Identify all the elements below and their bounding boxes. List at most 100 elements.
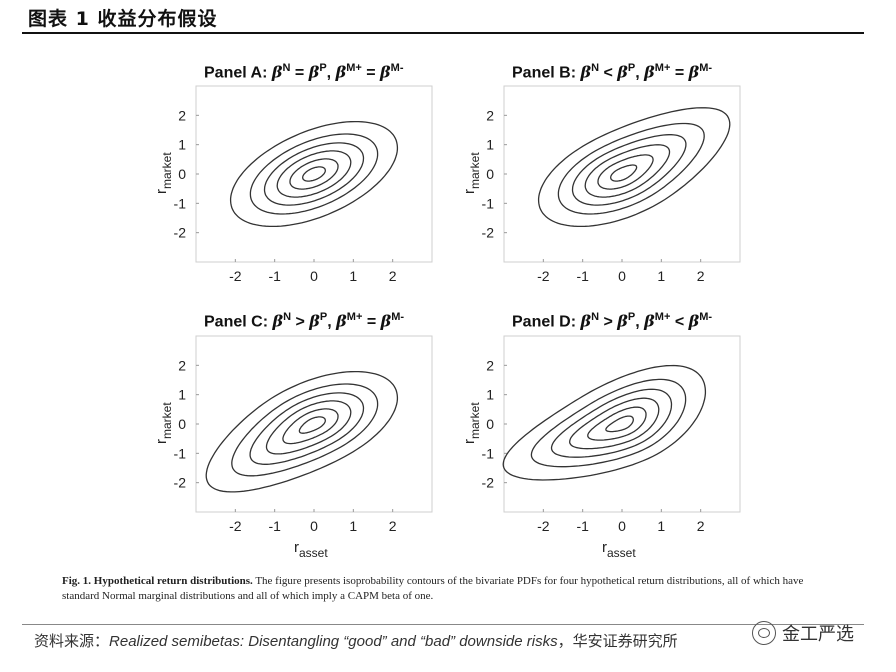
panel-d-contour-6	[502, 364, 707, 481]
panel-b-contour-3	[584, 144, 671, 198]
panel-c-contour-2	[282, 408, 339, 445]
panel-d-contour-5	[530, 378, 687, 468]
panel-b-x-tick-label: -2	[537, 268, 550, 284]
panel-a-x-tick-label: 2	[389, 268, 397, 284]
figure-caption: Fig. 1. Hypothetical return distribution…	[62, 574, 842, 604]
panel-c-y-axis-label: rmarket	[153, 402, 174, 444]
panel-a-contour-1	[302, 166, 326, 182]
panel-b-contour-6	[537, 107, 731, 228]
panel-c-y-tick-label: 2	[178, 357, 186, 373]
header-divider	[22, 32, 864, 34]
panel-a-plot-area	[195, 85, 433, 263]
panel-b-y-tick-label: -1	[482, 195, 495, 211]
panel-b-contour-5	[557, 122, 705, 215]
panel-c-contour-6	[205, 370, 399, 493]
panel-d-label: Panel D:	[512, 313, 577, 331]
panel-a-y-axis-label: rmarket	[153, 152, 174, 194]
wechat-icon	[752, 621, 776, 645]
panel-c-y-tick-label: -2	[174, 475, 187, 491]
source-prefix: 资料来源：	[34, 632, 110, 650]
panel-d-y-tick-label: 2	[486, 357, 494, 373]
panel-d-contour-1	[605, 415, 634, 433]
panel-c-contour-1	[298, 416, 326, 434]
panel-a-x-tick-label: -1	[268, 268, 281, 284]
watermark-text: 金工严选	[782, 624, 854, 645]
panel-d-contour-4	[550, 388, 673, 458]
panel-c-label: Panel C:	[204, 313, 269, 331]
panel-c-x-axis-label: rasset	[294, 539, 328, 560]
panel-d-y-axis-label: rmarket	[461, 402, 482, 444]
panel-c-m-relation: =	[366, 313, 377, 331]
panel-d-x-tick-label: 0	[618, 518, 626, 534]
panel-c-x-tick-label: 2	[389, 518, 397, 534]
panel-b-x-tick-label: 2	[697, 268, 705, 284]
panel-a-y-tick-label: 2	[178, 107, 186, 123]
caption-body: The figure presents isoprobability conto…	[62, 575, 804, 602]
panel-title-c: Panel C: βN > βP, βM+ = βM-	[204, 311, 405, 331]
panel-c-x-tick-label: 0	[310, 518, 318, 534]
panel-d-n-relation: >	[603, 313, 613, 331]
panel-title-d: Panel D: βN > βP, βM+ < βM-	[512, 311, 713, 331]
panel-d-x-axis-label: rasset	[602, 539, 636, 560]
panel-b-plot-area	[503, 85, 741, 263]
panel-d-y-tick-label: -1	[482, 445, 495, 461]
panel-d-m-relation: <	[674, 313, 685, 331]
panel-b-contour-2	[597, 154, 654, 190]
panel-c-x-tick-label: -1	[268, 518, 281, 534]
panel-c-plot-area	[195, 335, 433, 513]
panel-b-contour-4	[571, 134, 687, 206]
panel-b-y-tick-label: 0	[486, 166, 494, 182]
panel-a-n-relation: =	[294, 64, 305, 82]
panel-b-y-axis-label: rmarket	[461, 152, 482, 194]
panel-d-contour-2	[587, 406, 647, 441]
panel-a-y-tick-label: -2	[174, 225, 187, 241]
panel-a-label: Panel A:	[204, 64, 268, 82]
panel-a-contour-2	[289, 158, 339, 190]
panel-d-x-tick-label: -2	[537, 518, 550, 534]
panel-a-contour-5	[249, 133, 379, 215]
panel-b-n-relation: <	[603, 64, 613, 82]
panel-b-x-tick-label: 1	[657, 268, 665, 284]
panel-b-label: Panel B:	[512, 64, 577, 82]
panel-c-contour-5	[231, 383, 379, 477]
panel-b-y-tick-label: -2	[482, 225, 495, 241]
panel-d-x-tick-label: 1	[657, 518, 665, 534]
panel-b-y-tick-label: 2	[486, 107, 494, 123]
panel-b-y-tick-label: 1	[486, 137, 494, 153]
panel-title-b: Panel B: βN < βP, βM+ = βM-	[512, 62, 713, 82]
panel-d-y-tick-label: -2	[482, 475, 495, 491]
panel-a-x-tick-label: -2	[229, 268, 242, 284]
source-suffix: ，华安证券研究所	[557, 632, 678, 650]
panel-c-contour-4	[249, 392, 365, 465]
panel-a-y-tick-label: 1	[178, 137, 186, 153]
panel-b-x-tick-label: 0	[618, 268, 626, 284]
panel-c-contour-3	[265, 400, 352, 455]
panel-c-y-tick-label: -1	[174, 445, 187, 461]
panel-c-y-tick-label: 0	[178, 416, 186, 432]
panel-d-x-tick-label: 2	[697, 518, 705, 534]
panel-a-contour-4	[263, 142, 365, 206]
footer-divider	[22, 624, 864, 625]
panel-d-x-tick-label: -1	[576, 518, 589, 534]
panel-a-y-tick-label: 0	[178, 166, 186, 182]
watermark: 金工严选	[752, 620, 854, 646]
panel-b-contour-1	[610, 164, 638, 182]
figure-title: 图表 1 收益分布假设	[28, 8, 218, 30]
panel-a-m-relation: =	[366, 64, 376, 82]
panel-c-n-relation: >	[295, 313, 305, 331]
source-note: 资料来源：Realized semibetas: Disentangling “…	[34, 630, 678, 651]
panel-c-y-tick-label: 1	[178, 387, 186, 403]
panel-c-x-tick-label: -2	[229, 518, 242, 534]
panel-title-a: Panel A: βN = βP, βM+ = βM-	[204, 62, 404, 82]
source-reference: Realized semibetas: Disentangling “good”…	[109, 633, 558, 650]
panel-b-m-relation: =	[674, 64, 685, 82]
panel-d-y-tick-label: 1	[486, 387, 494, 403]
panel-d-contour-3	[569, 397, 660, 450]
panel-a-x-tick-label: 1	[349, 268, 357, 284]
caption-lead: Fig. 1. Hypothetical return distribution…	[62, 575, 253, 587]
panel-a-contour-6	[229, 120, 399, 228]
panel-d-y-tick-label: 0	[486, 416, 494, 432]
panel-b-x-tick-label: -1	[576, 268, 589, 284]
panel-c-x-tick-label: 1	[349, 518, 357, 534]
